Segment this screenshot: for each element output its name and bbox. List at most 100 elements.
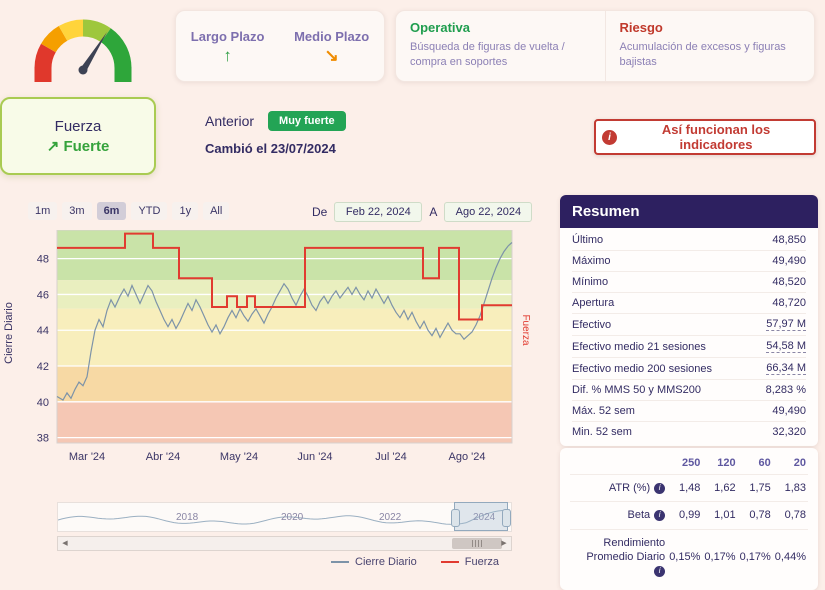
date-from-label: De	[312, 205, 328, 219]
riesgo-block: Riesgo Acumulación de excesos y figuras …	[604, 11, 815, 81]
svg-text:Cierre Diario: Cierre Diario	[3, 302, 15, 364]
previous-status-badge: Muy fuerte	[268, 111, 346, 131]
summary-row-label: Máx. 52 sem	[572, 405, 635, 417]
stats-table: 250 120 60 20 ATR (%) i 1,48 1,62 1,75 1,83 Beta i 0…	[570, 452, 808, 585]
gauge-orange-segment	[41, 26, 68, 53]
svg-text:Fuerza: Fuerza	[520, 314, 530, 346]
navigator-year-label: 2020	[281, 512, 304, 523]
strength-title: Fuerza	[54, 117, 102, 135]
stats-value: 1,83	[772, 473, 808, 502]
date-to-input[interactable]	[444, 202, 533, 222]
summary-row-value: 48,520	[772, 276, 806, 288]
info-icon[interactable]: i	[654, 509, 666, 521]
trend-card: Largo Plazo ↑ Medio Plazo ↘	[175, 10, 385, 82]
trend-label: Medio Plazo	[294, 28, 370, 44]
stats-value: 0,78	[772, 501, 808, 530]
svg-text:May '24: May '24	[220, 451, 258, 463]
legend-item[interactable]: Fuerza	[440, 556, 499, 568]
summary-body: Último 48,850 Máximo 49,490 Mínimo 48,520 Aper…	[560, 228, 818, 446]
price-strength-chart[interactable]: 48 46 44 42 40 38 Mar '24 Abr '24 May '24 Jun '24…	[0, 230, 530, 465]
stats-panel: 250 120 60 20 ATR (%) i 1,48 1,62 1,75 1,83 Beta i 0…	[560, 448, 818, 590]
range-button-3m[interactable]: 3m	[62, 202, 92, 220]
operativa-description: Búsqueda de figuras de vuelta / compra e…	[410, 41, 565, 68]
stats-row: Beta i 0,99 1,01 0,78 0,78	[570, 501, 808, 530]
summary-row-label: Último	[572, 234, 604, 246]
gauge-yellow-segment	[58, 19, 84, 42]
summary-row-value: 54,58 M	[766, 340, 806, 353]
summary-row-label: Máximo	[572, 255, 611, 267]
summary-row: Último 48,850	[572, 230, 806, 251]
svg-text:46: 46	[37, 289, 49, 301]
range-button-6m[interactable]: 6m	[96, 202, 127, 220]
chart-navigator[interactable]: 2018 2020 2022 2024	[57, 502, 512, 532]
stats-column-header: 120	[717, 457, 736, 469]
trend-medio-plazo: Medio Plazo ↘	[294, 29, 369, 64]
gauge-green-segment	[100, 28, 132, 69]
summary-row-value: 32,320	[772, 426, 806, 438]
stats-value: 1,62	[702, 473, 738, 502]
gauge-lightgreen-segment	[82, 19, 111, 43]
summary-row-label: Dif. % MMS 50 y MMS200	[572, 384, 701, 396]
stats-column-header: 60	[758, 457, 771, 469]
strength-value: ↗ Fuerte	[47, 137, 110, 155]
summary-row: Apertura 48,720	[572, 293, 806, 314]
up-arrow-icon: ↑	[223, 45, 232, 65]
scrollbar-grip-icon	[471, 540, 483, 547]
scrollbar-thumb[interactable]	[452, 538, 502, 549]
chart-legend: Cierre Diario Fuerza	[250, 556, 580, 568]
trend-label: Largo Plazo	[190, 28, 265, 44]
trend-largo-plazo: Largo Plazo ↑	[191, 29, 265, 64]
summary-row-value: 57,97 M	[766, 318, 806, 331]
chart-scrollbar[interactable]: ◀ ▶	[57, 536, 512, 551]
date-from-input[interactable]	[334, 202, 423, 222]
svg-text:42: 42	[37, 361, 49, 373]
navigator-left-handle[interactable]	[451, 509, 460, 527]
navigator-right-handle[interactable]	[502, 509, 511, 527]
scroll-left-button[interactable]: ◀	[62, 540, 68, 547]
info-icon[interactable]: i	[654, 482, 666, 494]
navigator-selection[interactable]	[451, 502, 511, 531]
strength-status-card: Fuerza ↗ Fuerte	[0, 97, 156, 175]
strength-gauge	[34, 19, 132, 82]
svg-text:Ago '24: Ago '24	[449, 451, 486, 463]
signal-card: Operativa Búsqueda de figuras de vuelta …	[395, 10, 815, 82]
navigator-year-label: 2022	[379, 512, 402, 523]
info-button-label: Así funcionan los indicadores	[661, 122, 771, 152]
gauge-pivot	[78, 65, 88, 75]
summary-title: Resumen	[560, 195, 818, 228]
range-button-1m[interactable]: 1m	[28, 202, 58, 220]
legend-label: Fuerza	[464, 556, 499, 568]
legend-line-icon	[440, 561, 459, 563]
range-button-ytd[interactable]: YTD	[131, 202, 168, 220]
stats-row-label: Beta i	[570, 501, 668, 530]
stats-row-label: Rendimiento Promedio Diarioi	[570, 528, 668, 585]
info-icon[interactable]: i	[654, 565, 666, 577]
navigator-year-label: 2018	[176, 512, 199, 523]
operativa-block: Operativa Búsqueda de figuras de vuelta …	[396, 11, 605, 81]
svg-text:Abr '24: Abr '24	[146, 451, 181, 463]
scroll-right-button[interactable]: ▶	[501, 540, 507, 547]
stats-column-header: 250	[682, 457, 701, 469]
svg-text:44: 44	[37, 325, 49, 337]
summary-row-label: Apertura	[572, 297, 615, 309]
svg-text:40: 40	[37, 397, 49, 409]
stats-value: 1,48	[667, 473, 703, 502]
summary-row-label: Min. 52 sem	[572, 426, 632, 438]
legend-item[interactable]: Cierre Diario	[331, 556, 417, 568]
gauge-needle	[80, 32, 107, 72]
range-selector: 1m 3m 6m YTD 1y All	[28, 202, 230, 220]
date-to-label: A	[429, 205, 438, 219]
summary-row-value: 8,283 %	[765, 384, 806, 396]
range-button-1y[interactable]: 1y	[172, 202, 199, 220]
stats-row-label: ATR (%) i	[570, 473, 668, 502]
stats-value: 0,99	[667, 501, 703, 530]
gauge-red-stub	[34, 67, 52, 82]
navigator-mini-chart	[57, 509, 511, 525]
summary-row-label: Efectivo medio 21 sesiones	[572, 340, 706, 353]
strength-status-text: Fuerte	[63, 137, 110, 155]
summary-row-value: 49,490	[772, 255, 806, 267]
range-button-all[interactable]: All	[203, 202, 230, 220]
previous-label: Anterior	[205, 113, 255, 129]
down-right-arrow-icon: ↘	[324, 45, 339, 65]
how-indicators-work-button[interactable]: i Así funcionan los indicadores	[594, 119, 816, 155]
